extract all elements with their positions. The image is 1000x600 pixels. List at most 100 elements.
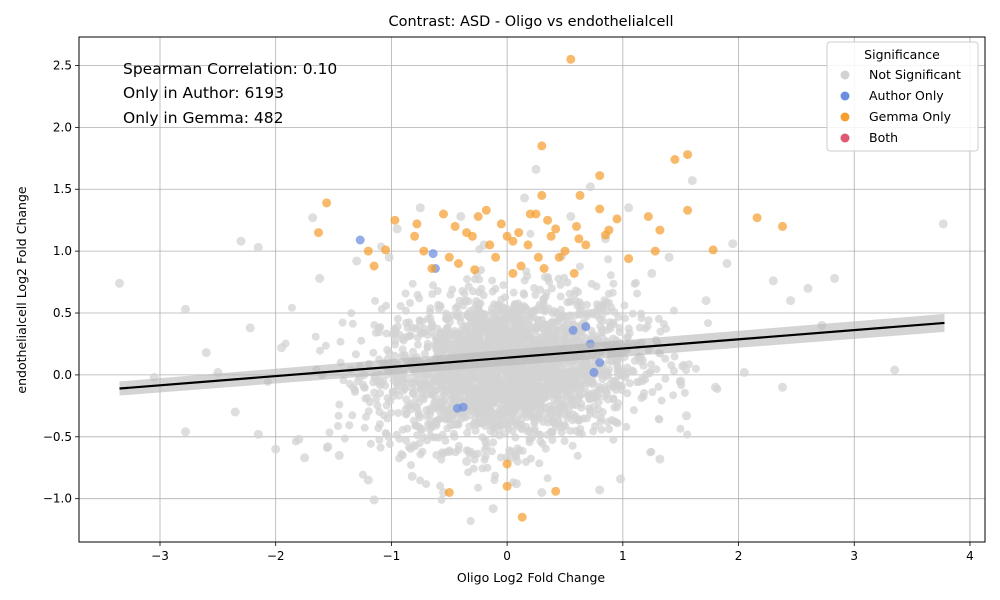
plot-frame [78,36,986,543]
background-point [414,340,422,349]
background-point [488,276,497,285]
background-point [558,423,567,432]
background-point [553,317,562,326]
background-point [583,312,592,321]
background-point [490,476,499,485]
background-point [545,277,554,286]
point-gemma-only [612,214,622,224]
point-not-significant [520,193,529,203]
background-point [506,337,515,346]
background-point [530,386,539,395]
point-gemma-only [517,512,527,522]
background-point [571,311,579,320]
background-point [550,395,559,404]
point-gemma-only [581,240,591,250]
x-tick-label: 3 [850,549,858,563]
background-point [564,380,573,389]
background-point [348,411,357,420]
background-point [476,344,484,353]
background-point [349,383,358,392]
background-point [530,425,539,434]
point-gemma-only [546,231,556,241]
x-tick-label: 4 [966,549,974,563]
background-point [409,347,417,356]
background-point [547,284,556,293]
point-gemma-only [643,212,653,221]
background-point [596,417,605,426]
background-point [463,428,472,437]
background-point [433,402,442,411]
background-point [540,409,549,418]
background-point [633,289,642,298]
background-point [321,341,330,350]
background-point [398,376,407,385]
background-point [513,316,522,325]
background-point [556,330,565,339]
background-point [462,385,471,394]
background-point [496,453,505,462]
background-point [621,373,630,382]
legend-box [826,41,979,152]
background-point [433,287,442,295]
legend-marker-not-significant [840,70,850,80]
point-gemma-only [485,240,495,250]
point-gemma-only [655,225,665,235]
background-point [408,389,417,398]
point-not-significant [722,259,732,268]
background-point [311,332,320,341]
legend: Significance Not Significant Author Only… [826,41,979,152]
legend-marker-gemma-only [840,112,850,122]
background-point [474,483,483,492]
background-point [369,348,378,357]
background-point [529,337,538,346]
point-not-significant [308,213,318,223]
background-point [683,430,692,439]
background-point [547,428,556,437]
background-point [426,304,435,313]
point-not-significant [300,453,310,463]
background-point [372,394,381,403]
background-point [335,400,344,409]
background-point [670,306,678,315]
background-point [655,415,664,424]
background-point [406,299,414,307]
background-point [423,343,432,352]
point-not-significant [676,376,686,386]
background-point [375,435,384,444]
background-point [485,320,494,328]
background-point [625,329,634,338]
legend-label-not-significant: Not Significant [869,67,961,82]
point-not-significant [230,407,240,417]
point-not-significant [456,212,466,221]
background-point [609,383,617,392]
background-point [470,418,479,427]
point-not-significant [253,242,263,252]
background-point [657,396,666,405]
legend-label-both: Both [869,130,898,145]
point-not-significant [407,471,417,481]
background-point [472,387,481,396]
background-point [389,392,398,401]
background-point [659,320,668,328]
background-point [610,308,619,317]
background-point [488,331,497,339]
point-not-significant [181,427,190,437]
background-point [490,392,499,401]
background-point [411,421,420,430]
background-point [486,427,495,436]
point-gemma-only [390,215,400,225]
background-point [453,339,462,348]
background-point [484,384,493,393]
point-not-significant [647,268,657,278]
spearman-annotation: Spearman Correlation: 0.10 [123,60,337,78]
background-point [501,293,510,302]
background-point [381,381,390,390]
background-point [554,373,563,382]
background-point [398,451,407,460]
background-point [647,447,656,456]
background-point [573,451,582,460]
background-point [669,391,678,400]
background-point [543,474,552,483]
y-axis-ticks: −1.0 −0.5 0.0 0.5 1.0 1.5 2.0 2.5 [43,58,79,506]
point-not-significant [890,365,900,375]
